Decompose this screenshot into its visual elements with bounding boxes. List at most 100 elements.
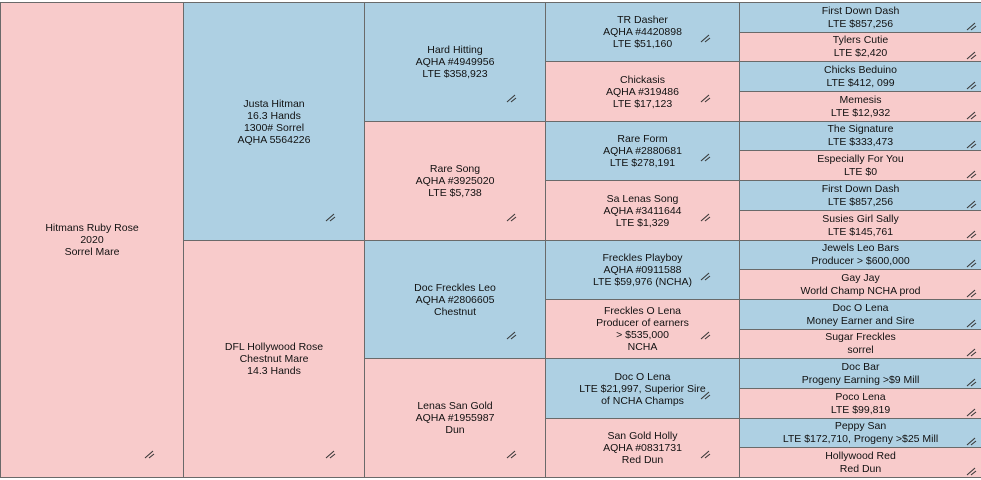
horse-detail: 14.3 Hands [247, 365, 301, 377]
horse-detail: LTE $857,256 [827, 195, 894, 208]
horse-detail: AQHA #3925020 [415, 175, 495, 187]
resize-grip-icon[interactable] [700, 450, 711, 459]
great-great-grandparent-cell[interactable]: Poco Lena LTE $99,819 [739, 388, 981, 419]
horse-detail: NCHA [627, 341, 658, 353]
great-grandparent-cell[interactable]: Rare Form AQHA #2880681 LTE $278,191 [545, 121, 740, 181]
resize-grip-icon[interactable] [966, 467, 977, 476]
great-great-grandparent-cell[interactable]: First Down Dash LTE $857,256 [739, 2, 981, 33]
resize-grip-icon[interactable] [966, 111, 977, 120]
resize-grip-icon[interactable] [700, 391, 711, 400]
horse-detail: LTE $145,761 [827, 225, 894, 238]
parent-cell[interactable]: DFL Hollywood Rose Chestnut Mare 14.3 Hand… [183, 240, 365, 478]
great-great-grandparent-cell[interactable]: Jewels Leo Bars Producer > $600,000 [739, 240, 981, 270]
horse-name: Freckles Playboy [602, 252, 683, 264]
resize-grip-icon[interactable] [700, 213, 711, 222]
horse-detail: AQHA #4949956 [415, 56, 495, 68]
horse-name: Chickasis [620, 73, 665, 86]
resize-grip-icon[interactable] [506, 213, 517, 222]
subject-horse-cell[interactable]: Hitmans Ruby Rose 2020 Sorrel Mare [0, 2, 184, 478]
horse-detail: LTE $857,256 [827, 17, 894, 30]
horse-detail: LTE $278,191 [609, 157, 676, 169]
resize-grip-icon[interactable] [325, 213, 336, 222]
resize-grip-icon[interactable] [144, 450, 155, 459]
great-great-grandparent-cell[interactable]: Doc O Lena Money Earner and Sire [739, 299, 981, 330]
horse-detail: Red Dun [839, 462, 882, 475]
resize-grip-icon[interactable] [966, 259, 977, 268]
great-great-grandparent-cell[interactable]: Hollywood Red Red Dun [739, 447, 981, 478]
horse-name: Doc Freckles Leo [414, 281, 496, 294]
horse-detail: AQHA #0911588 [603, 264, 682, 276]
resize-grip-icon[interactable] [966, 140, 977, 149]
great-great-grandparent-cell[interactable]: Sugar Freckles sorrel [739, 329, 981, 359]
great-great-grandparent-cell[interactable]: The Signature LTE $333,473 [739, 121, 981, 151]
resize-grip-icon[interactable] [966, 408, 977, 417]
grandparent-cell[interactable]: Rare Song AQHA #3925020 LTE $5,738 [364, 121, 546, 241]
resize-grip-icon[interactable] [966, 170, 977, 179]
great-great-grandparent-cell[interactable]: Chicks Beduino LTE $412, 099 [739, 61, 981, 92]
great-great-grandparent-cell[interactable]: Especially For You LTE $0 [739, 150, 981, 181]
horse-detail: LTE $412, 099 [826, 76, 895, 89]
horse-detail: LTE $0 [843, 165, 878, 178]
horse-detail: AQHA #4420898 [603, 26, 682, 38]
resize-grip-icon[interactable] [966, 437, 977, 446]
great-great-grandparent-cell[interactable]: Doc Bar Progeny Earning >$9 Mill [739, 358, 981, 389]
grandparent-cell[interactable]: Lenas San Gold AQHA #1955987 Dun [364, 358, 546, 478]
horse-name: First Down Dash [821, 182, 900, 195]
horse-name: First Down Dash [821, 4, 900, 17]
horse-name: TR Dasher [617, 14, 668, 26]
horse-name: Gay Jay [841, 271, 880, 284]
resize-grip-icon[interactable] [506, 450, 517, 459]
resize-grip-icon[interactable] [966, 51, 977, 60]
horse-detail: Producer > $600,000 [811, 255, 910, 267]
great-grandparent-cell[interactable]: Chickasis AQHA #319486 LTE $17,123 [545, 61, 740, 122]
horse-name: Doc Bar [841, 360, 880, 373]
resize-grip-icon[interactable] [966, 348, 977, 357]
great-grandparent-cell[interactable]: Sa Lenas Song AQHA #3411644 LTE $1,329 [545, 180, 740, 241]
great-great-grandparent-cell[interactable]: Tylers Cutie LTE $2,420 [739, 32, 981, 62]
resize-grip-icon[interactable] [700, 331, 711, 340]
horse-name: Chicks Beduino [824, 63, 897, 76]
horse-name: Especially For You [817, 152, 904, 165]
grandparent-cell[interactable]: Doc Freckles Leo AQHA #2806605 Chestnut [364, 240, 546, 359]
horse-name: The Signature [827, 123, 894, 135]
horse-name: Rare Form [617, 133, 668, 145]
horse-detail: of NCHA Champs [601, 394, 684, 407]
grandparent-cell[interactable]: Hard Hitting AQHA #4949956 LTE $358,923 [364, 2, 546, 122]
great-great-grandparent-cell[interactable]: Peppy San LTE $172,710, Progeny >$25 Mill [739, 418, 981, 448]
great-great-grandparent-cell[interactable]: Gay Jay World Champ NCHA prod [739, 269, 981, 300]
horse-detail: LTE $21,997, Superior Sire [579, 382, 706, 395]
great-grandparent-cell[interactable]: Doc O Lena LTE $21,997, Superior Sire of N… [545, 358, 740, 419]
resize-grip-icon[interactable] [700, 34, 711, 43]
resize-grip-icon[interactable] [966, 378, 977, 387]
horse-detail: AQHA #2880681 [603, 145, 682, 157]
great-great-grandparent-cell[interactable]: Susies Girl Sally LTE $145,761 [739, 210, 981, 241]
great-great-grandparent-cell[interactable]: Memesis LTE $12,932 [739, 91, 981, 122]
resize-grip-icon[interactable] [700, 94, 711, 103]
horse-name: DFL Hollywood Rose [224, 341, 324, 353]
resize-grip-icon[interactable] [966, 289, 977, 298]
horse-detail: 16.3 Hands [247, 109, 301, 122]
horse-name: Rare Song [429, 163, 481, 175]
resize-grip-icon[interactable] [506, 94, 517, 103]
horse-detail: LTE $333,473 [827, 136, 894, 148]
resize-grip-icon[interactable] [966, 200, 977, 209]
horse-name: Tylers Cutie [832, 34, 889, 46]
resize-grip-icon[interactable] [966, 81, 977, 90]
resize-grip-icon[interactable] [700, 153, 711, 162]
great-grandparent-cell[interactable]: Freckles O Lena Producer of earners > $535… [545, 299, 740, 359]
great-great-grandparent-cell[interactable]: First Down Dash LTE $857,256 [739, 180, 981, 211]
resize-grip-icon[interactable] [700, 272, 711, 281]
horse-detail: LTE $17,123 [612, 97, 673, 110]
horse-detail: sorrel [847, 344, 874, 356]
great-grandparent-cell[interactable]: TR Dasher AQHA #4420898 LTE $51,160 [545, 2, 740, 62]
horse-name: San Gold Holly [607, 430, 678, 442]
great-grandparent-cell[interactable]: Freckles Playboy AQHA #0911588 LTE $59,976… [545, 240, 740, 300]
resize-grip-icon[interactable] [506, 331, 517, 340]
resize-grip-icon[interactable] [966, 230, 977, 239]
horse-detail: 1300# Sorrel [243, 121, 305, 134]
parent-cell[interactable]: Justa Hitman 16.3 Hands 1300# Sorrel AQHA 5… [183, 2, 365, 241]
great-grandparent-cell[interactable]: San Gold Holly AQHA #0831731 Red Dun [545, 418, 740, 478]
resize-grip-icon[interactable] [325, 450, 336, 459]
resize-grip-icon[interactable] [966, 319, 977, 328]
resize-grip-icon[interactable] [966, 22, 977, 31]
